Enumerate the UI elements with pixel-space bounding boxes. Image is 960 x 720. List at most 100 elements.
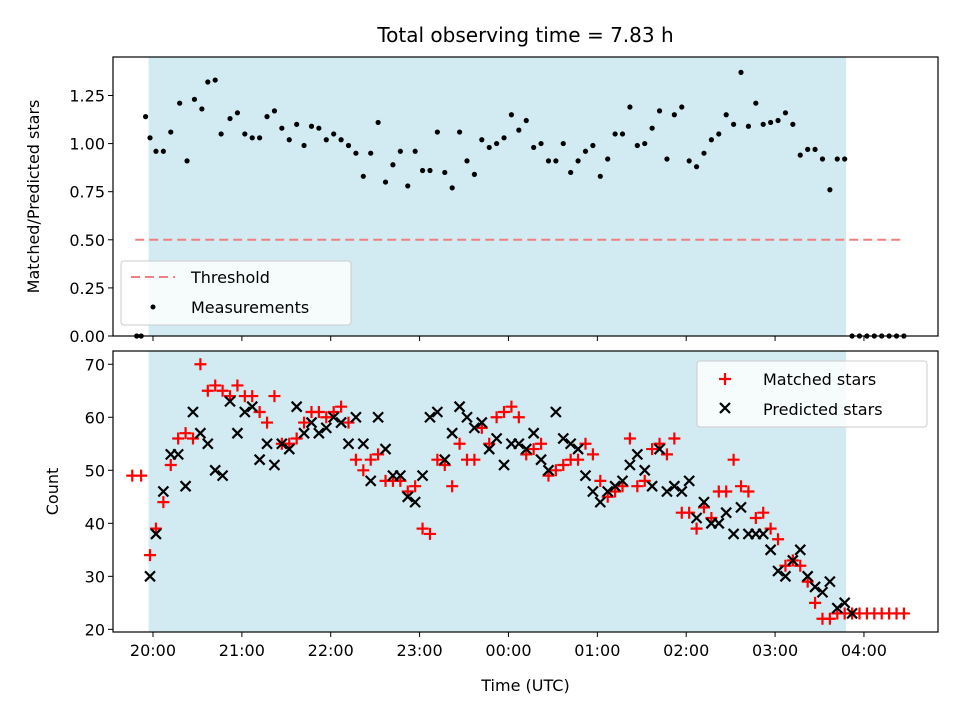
matched-stars-points (126, 358, 910, 625)
measurement-point (142, 114, 149, 120)
matched-star-point (431, 453, 444, 466)
matched-star-point (586, 448, 599, 461)
measurement-point (634, 142, 640, 149)
measurement-point (575, 158, 581, 164)
measurement-point (264, 114, 270, 120)
legend-predicted-label: Predicted stars (763, 400, 883, 419)
matched-star-point (194, 358, 207, 371)
matched-star-point (764, 522, 777, 535)
ratio-legend: Threshold Measurements (120, 260, 352, 326)
measurement-point (768, 119, 774, 126)
matched-star-point (409, 480, 422, 493)
predicted-star-point (609, 480, 621, 492)
measurement-point (212, 77, 218, 83)
measurement-point (271, 108, 278, 114)
matched-star-point (660, 448, 673, 461)
legend-predicted-swatch (719, 402, 731, 414)
matched-star-point (809, 596, 822, 609)
legend-threshold-label: Threshold (190, 268, 270, 287)
predicted-star-point (364, 475, 377, 487)
predicted-star-point (757, 528, 770, 540)
measurement-point (679, 104, 685, 110)
measurement-point (612, 131, 618, 137)
predicted-star-point (231, 427, 244, 439)
measurement-point (382, 179, 389, 185)
measurement-point (397, 148, 403, 154)
measurement-point (353, 150, 359, 156)
y-tick-label: 20 (85, 620, 105, 639)
predicted-star-point (216, 469, 229, 482)
predicted-star-point (579, 469, 592, 482)
matched-star-point (246, 390, 259, 403)
measurement-point (597, 173, 603, 179)
measurement-point (242, 131, 248, 137)
matched-star-point (594, 474, 607, 487)
predicted-star-point (416, 469, 429, 482)
predicted-star-point (616, 475, 629, 487)
matched-star-point (505, 400, 518, 413)
y-tick-label: 40 (85, 514, 105, 533)
measurement-point (471, 171, 478, 177)
predicted-star-point (379, 443, 392, 455)
y-tick-label: 60 (85, 408, 105, 427)
matched-star-point (772, 533, 785, 546)
matched-star-point (557, 458, 570, 471)
predicted-star-point (144, 570, 156, 583)
predicted-star-point (394, 469, 407, 482)
predicted-star-point (438, 453, 451, 466)
measurement-point (218, 131, 224, 137)
y-tick-label: 0.25 (69, 279, 105, 298)
matched-star-point (231, 379, 244, 392)
measurement-point (649, 125, 655, 131)
counts-legend: Matched stars Predicted stars (696, 360, 928, 428)
matched-star-point (298, 416, 311, 429)
predicted-star-point (483, 443, 495, 455)
measurement-point (412, 148, 418, 154)
measurement-point (168, 129, 174, 135)
matched-star-point (490, 411, 503, 424)
predicted-star-point (542, 464, 555, 477)
measurement-point (434, 129, 440, 135)
measurement-point (553, 158, 559, 164)
counts-x-ticks: 20:00 21:00 22:00 23:00 00:00 01:00 02:00 03:00… (130, 632, 887, 660)
matched-star-point (364, 453, 377, 466)
matched-star-point (549, 464, 562, 477)
measurement-point (560, 140, 566, 147)
x-tick-label: 21:00 (219, 641, 265, 660)
measurement-point (249, 135, 255, 141)
predicted-star-point (468, 422, 481, 434)
predicted-star-point (720, 506, 732, 519)
measurement-point (805, 146, 811, 152)
measurement-point (827, 187, 833, 193)
matched-star-point (164, 458, 177, 471)
predicted-star-point (209, 464, 221, 477)
predicted-star-point (831, 602, 844, 614)
ratio-y-ticks: 0.00 0.25 0.50 0.75 1.00 1.25 (69, 86, 113, 346)
y-tick-label: 50 (85, 461, 105, 480)
chart-title: Total observing time = 7.83 h (376, 23, 673, 47)
predicted-star-point (727, 528, 740, 540)
measurement-point (147, 135, 153, 141)
matched-star-point (372, 448, 385, 461)
predicted-star-point (261, 438, 273, 450)
measurement-point (184, 158, 190, 164)
matched-star-point (268, 390, 281, 403)
predicted-star-point (520, 443, 533, 455)
predicted-star-point (253, 453, 266, 466)
predicted-star-point (661, 485, 673, 498)
predicted-star-point (246, 400, 259, 413)
predicted-star-point (150, 528, 162, 540)
measurement-point (464, 158, 470, 164)
measurement-point (286, 137, 292, 143)
matched-star-point (572, 453, 585, 466)
measurement-point (390, 162, 396, 168)
x-tick-label: 00:00 (485, 641, 531, 660)
predicted-star-point (187, 406, 199, 418)
ratio-x-ticks (152, 336, 865, 341)
predicted-star-point (838, 597, 851, 609)
measurement-point (590, 142, 596, 149)
counts-y-label: Count (43, 468, 62, 516)
predicted-star-point (601, 485, 614, 498)
predicted-star-point (283, 443, 296, 455)
predicted-star-point (787, 554, 799, 567)
